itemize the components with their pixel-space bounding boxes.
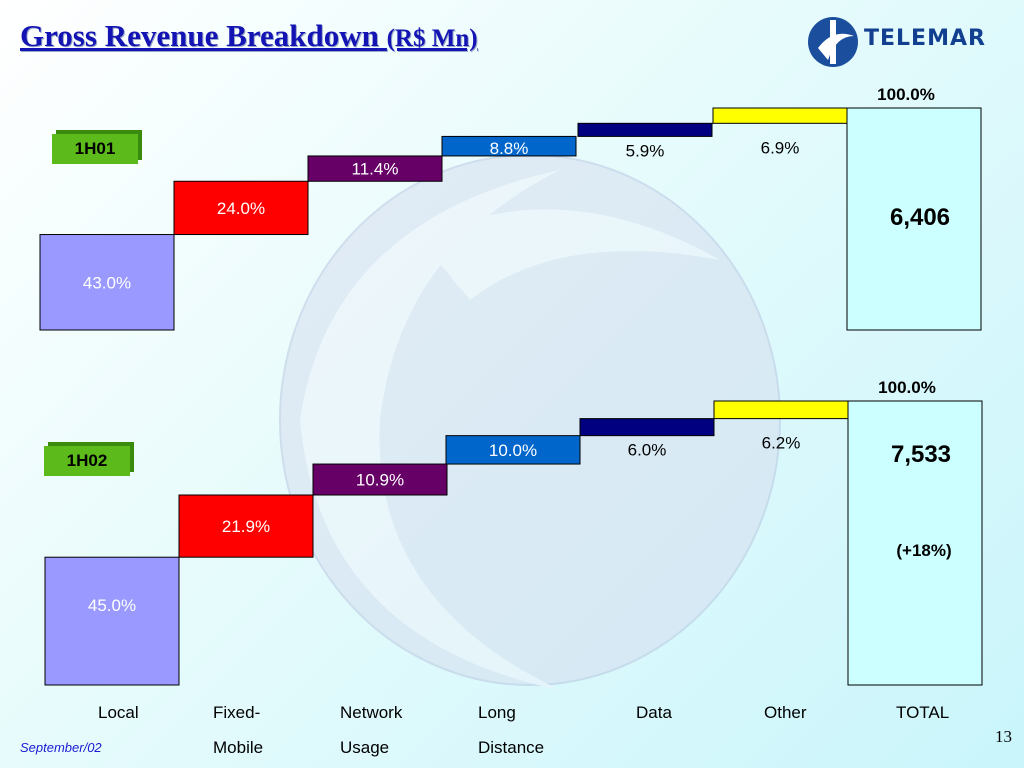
label-other: 6.9%: [761, 138, 800, 157]
bar-other: [713, 400, 849, 420]
page-number: 13: [995, 727, 1012, 746]
x-label-3-0: Long: [478, 703, 516, 722]
title-text: Gross Revenue Breakdown: [20, 18, 379, 53]
x-label-6-0: TOTAL: [896, 703, 949, 722]
telemar-logo: [808, 17, 858, 67]
x-label-3-1: Distance: [478, 738, 544, 757]
bar-other: [712, 107, 848, 124]
period-badge-1h02: 1H02: [44, 446, 130, 476]
bar-fixed-mobile: [178, 494, 314, 558]
label-total-percent: 100.0%: [878, 378, 936, 397]
bar-data: [579, 418, 715, 437]
globe-watermark: [279, 154, 781, 690]
footer-date: September/02: [20, 740, 102, 755]
bar-network-usage: [307, 155, 443, 182]
total-value: 7,533: [891, 441, 951, 468]
x-label-4-0: Data: [636, 703, 672, 722]
panel-1h01: 43.0% 24.0% 11.4% 8.8% 5.9% 6.9% 100.0% 6,406: [39, 85, 982, 331]
label-fixed-mobile: 21.9%: [222, 517, 270, 536]
label-long-distance: 8.8%: [490, 139, 529, 158]
total-value: 6,406: [890, 204, 950, 231]
label-long-distance: 10.0%: [489, 441, 537, 460]
slide-title: Gross Revenue Breakdown (R$ Mn): [20, 18, 478, 54]
label-network-usage: 10.9%: [356, 471, 404, 490]
bar-network-usage: [312, 463, 448, 496]
title-unit: (R$ Mn): [386, 25, 478, 52]
period-badge-1h01: 1H01: [52, 134, 138, 164]
x-axis-labels: Local Fixed- Mobile Network Usage Long Distanc…: [98, 703, 949, 757]
panel-1h02: 45.0% 21.9% 10.9% 10.0% 6.0% 6.2% 100.0% 7,533 (…: [44, 378, 983, 686]
label-local: 43.0%: [83, 273, 131, 292]
label-other: 6.2%: [762, 434, 801, 453]
x-label-1-1: Mobile: [213, 738, 263, 757]
bar-total: [846, 107, 982, 331]
label-local: 45.0%: [88, 596, 136, 615]
label-data: 5.9%: [626, 141, 665, 160]
logo-wordmark: TELEMAR: [864, 26, 986, 51]
logo-swoosh: [818, 33, 854, 60]
bar-local: [44, 556, 180, 686]
label-network-usage: 11.4%: [352, 160, 399, 179]
label-total-percent: 100.0%: [877, 85, 935, 104]
label-data: 6.0%: [628, 441, 667, 460]
growth-label: (+18%): [896, 541, 951, 560]
bar-fixed-mobile: [173, 180, 309, 236]
x-label-2-1: Usage: [340, 738, 389, 757]
bar-long-distance: [445, 435, 581, 465]
bar-local: [39, 234, 175, 331]
bar-total: [847, 400, 983, 686]
bar-data: [577, 122, 713, 137]
logo-bar: [830, 20, 836, 64]
x-label-0-0: Local: [98, 703, 139, 722]
bar-long-distance: [441, 135, 577, 157]
x-label-1-0: Fixed-: [213, 703, 260, 722]
x-label-5-0: Other: [764, 703, 807, 722]
x-label-2-0: Network: [340, 703, 403, 722]
label-fixed-mobile: 24.0%: [217, 199, 265, 218]
